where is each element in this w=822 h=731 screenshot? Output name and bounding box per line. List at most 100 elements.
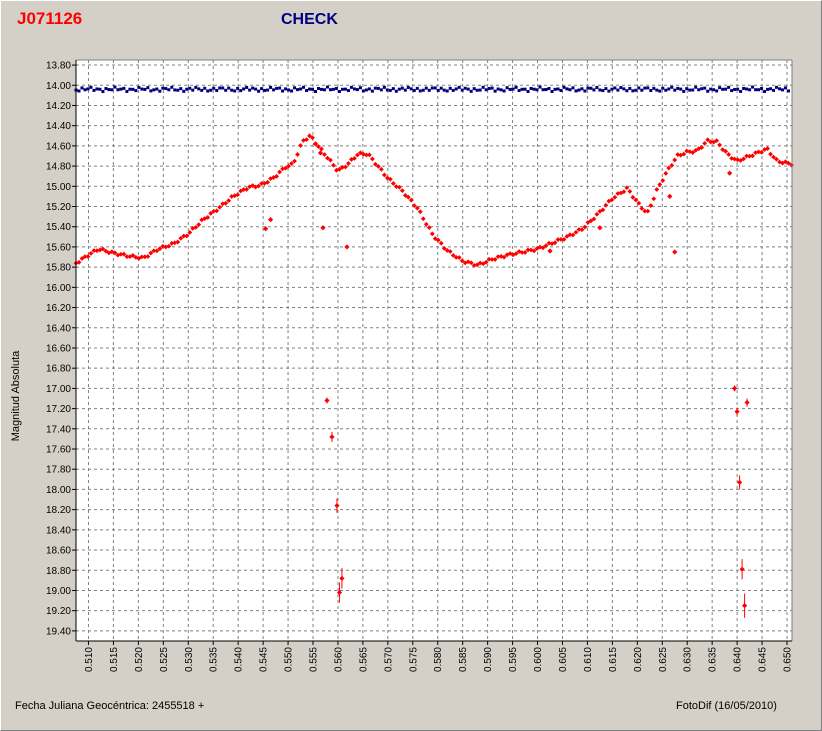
object-point — [567, 232, 573, 238]
check-point — [787, 89, 791, 93]
check-point — [424, 86, 428, 90]
object-point — [453, 254, 459, 260]
y-tick-label: 18.80 — [46, 566, 71, 577]
object-point — [317, 150, 324, 156]
object-point — [450, 253, 456, 258]
object-point — [737, 479, 743, 485]
check-point — [691, 88, 695, 92]
check-point — [379, 88, 383, 92]
object-point — [516, 249, 522, 254]
check-point — [167, 88, 171, 92]
check-point — [463, 86, 467, 90]
object-point — [744, 399, 750, 406]
check-point — [757, 88, 761, 92]
grid-lines — [76, 60, 792, 641]
check-point — [628, 86, 632, 90]
x-tick-label: 0.560 — [333, 647, 344, 672]
check-point — [535, 88, 539, 92]
x-tick-label: 0.550 — [284, 647, 295, 672]
y-tick-label: 17.40 — [46, 424, 71, 435]
object-point — [739, 566, 745, 572]
y-tick-label: 16.00 — [46, 283, 71, 294]
y-tick-label: 17.60 — [46, 445, 71, 456]
object-point — [486, 256, 492, 262]
check-point — [730, 89, 734, 93]
object-point — [612, 194, 618, 200]
object-point — [447, 249, 453, 254]
object-point — [714, 138, 720, 144]
y-tick-label: 18.00 — [46, 485, 71, 496]
object-point — [639, 206, 645, 211]
check-point — [358, 86, 362, 90]
object-point — [672, 249, 678, 255]
x-tick-label: 0.590 — [483, 647, 494, 672]
check-point — [541, 88, 545, 92]
check-point — [182, 89, 186, 93]
check-point — [263, 88, 267, 92]
check-point — [709, 87, 713, 91]
x-tick-label: 0.510 — [84, 647, 95, 672]
y-tick-label: 19.00 — [46, 586, 71, 597]
check-point — [544, 88, 548, 92]
object-point — [780, 160, 785, 166]
check-point — [95, 87, 99, 91]
check-point — [481, 85, 485, 89]
check-point — [313, 90, 317, 94]
check-point — [116, 88, 120, 92]
y-tick-label: 14.60 — [46, 141, 71, 152]
object-point — [139, 254, 145, 260]
y-tick-label: 19.20 — [46, 606, 71, 617]
object-point — [636, 200, 642, 206]
check-point — [448, 86, 452, 90]
check-point — [197, 87, 201, 91]
y-tick-label: 15.80 — [46, 263, 71, 274]
check-point — [523, 87, 527, 91]
check-point — [373, 86, 377, 90]
object-point — [630, 194, 636, 200]
object-point — [166, 243, 172, 249]
y-tick-label: 14.80 — [46, 162, 71, 173]
object-point — [603, 202, 609, 208]
check-point — [457, 85, 461, 89]
object-point — [265, 179, 270, 185]
object-point — [741, 156, 747, 162]
check-point — [155, 87, 159, 91]
check-point — [586, 86, 590, 90]
check-point — [670, 85, 674, 89]
check-point — [511, 87, 515, 91]
object-point — [534, 246, 540, 251]
check-point — [161, 86, 165, 90]
check-point — [496, 87, 500, 91]
check-point — [376, 86, 380, 90]
check-point — [487, 87, 491, 91]
check-point — [631, 89, 635, 93]
check-point — [281, 89, 285, 93]
y-tick-label: 18.20 — [46, 505, 71, 516]
y-tick-label: 15.40 — [46, 222, 71, 233]
footer-software-label: FotoDif (16/05/2010) — [676, 700, 777, 712]
check-point — [206, 89, 210, 93]
x-tick-label: 0.515 — [109, 647, 120, 672]
check-point — [224, 88, 228, 92]
check-point — [245, 85, 249, 89]
check-point — [137, 85, 141, 89]
object-point — [312, 141, 319, 147]
check-point — [445, 89, 449, 93]
object-point — [372, 161, 378, 167]
object-point — [208, 210, 214, 216]
object-point — [426, 225, 432, 230]
check-point — [592, 88, 596, 92]
check-point — [152, 88, 156, 92]
check-point — [113, 85, 117, 89]
object-point — [669, 163, 675, 168]
object-point — [429, 231, 435, 237]
check-point — [478, 88, 482, 92]
object-point — [726, 152, 732, 157]
object-point — [369, 156, 375, 162]
check-point — [412, 89, 416, 93]
check-point — [251, 86, 255, 90]
check-point — [406, 85, 410, 89]
check-point — [700, 87, 704, 91]
object-point — [504, 252, 510, 258]
object-point — [124, 254, 130, 260]
